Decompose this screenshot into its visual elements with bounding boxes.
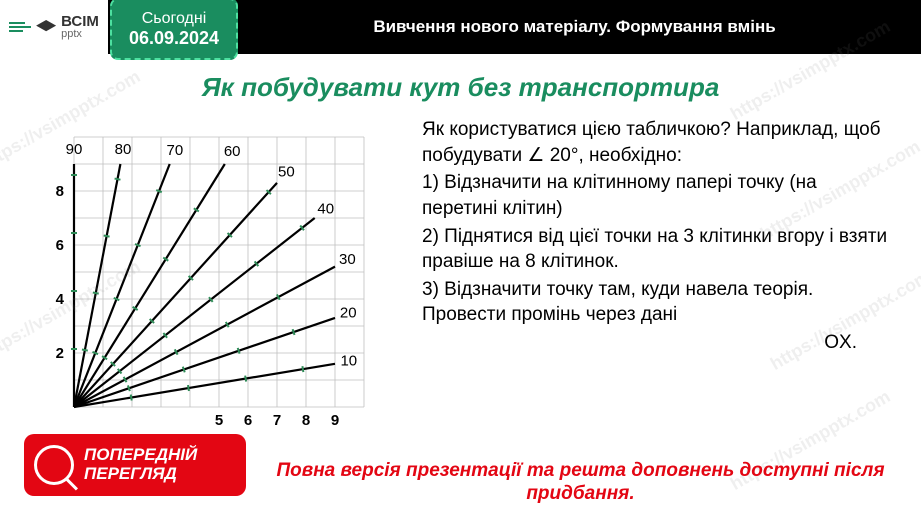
svg-text:6: 6 [244,412,252,429]
svg-text:10: 10 [340,353,357,370]
svg-text:60: 60 [224,143,241,160]
intro-text: Як користуватися цією табличкою? Наприкл… [422,117,897,168]
preview-line-2: ПЕРЕГЛЯД [84,465,197,484]
step-3: 3) Відзначити точку там, куди навела тео… [422,277,897,328]
slide-title: Як побудувати кут без транспортира [24,72,897,103]
graduation-cap-icon [36,20,56,34]
logo-text-top: ВСІМ [61,14,99,29]
date-badge: Сьогодні 06.09.2024 [110,0,238,60]
svg-text:5: 5 [215,412,223,429]
svg-text:7: 7 [273,412,281,429]
header-bar: ВСІМ pptx Сьогодні 06.09.2024 Вивчення н… [0,0,921,54]
logo-lines-icon [9,22,31,32]
svg-text:9: 9 [331,412,339,429]
chart-svg: 2 4 6 8 5 6 7 8 9 10 20 30 40 50 60 70 80 90 [24,117,404,447]
preview-badge: ПОПЕРЕДНІЙ ПЕРЕГЛЯД [24,434,246,496]
date-value: 06.09.2024 [129,28,219,49]
svg-text:70: 70 [166,142,183,159]
magnifier-icon [34,445,74,485]
logo: ВСІМ pptx [0,0,108,54]
svg-text:20: 20 [340,304,357,321]
svg-text:8: 8 [56,183,64,200]
content-area: Як побудувати кут без транспортира 2 4 6 8 5… [0,54,921,447]
svg-text:4: 4 [56,291,65,308]
angle-fan-chart: 2 4 6 8 5 6 7 8 9 10 20 30 40 50 60 70 80 90 [24,117,404,447]
preview-line-1: ПОПЕРЕДНІЙ [84,446,197,465]
svg-text:80: 80 [115,141,132,158]
instructions-text: Як користуватися цією табличкою? Наприкл… [422,117,897,447]
section-title: Вивчення нового матеріалу. Формування вм… [253,17,775,37]
footer-note: Повна версія презентації та решта доповн… [260,459,901,507]
svg-text:2: 2 [56,345,64,362]
logo-text-bottom: pptx [61,29,99,40]
svg-text:40: 40 [317,200,334,217]
step-2: 2) Піднятися від цієї точки на 3 клітинк… [422,224,897,275]
svg-text:50: 50 [278,164,295,181]
today-label: Сьогодні [142,10,207,28]
svg-text:90: 90 [66,141,83,158]
step-1: 1) Відзначити на клітинному папері точку… [422,170,897,221]
svg-text:6: 6 [56,237,64,254]
svg-text:30: 30 [339,251,356,268]
svg-text:8: 8 [302,412,310,429]
step-3-tail: OX. [422,330,897,356]
